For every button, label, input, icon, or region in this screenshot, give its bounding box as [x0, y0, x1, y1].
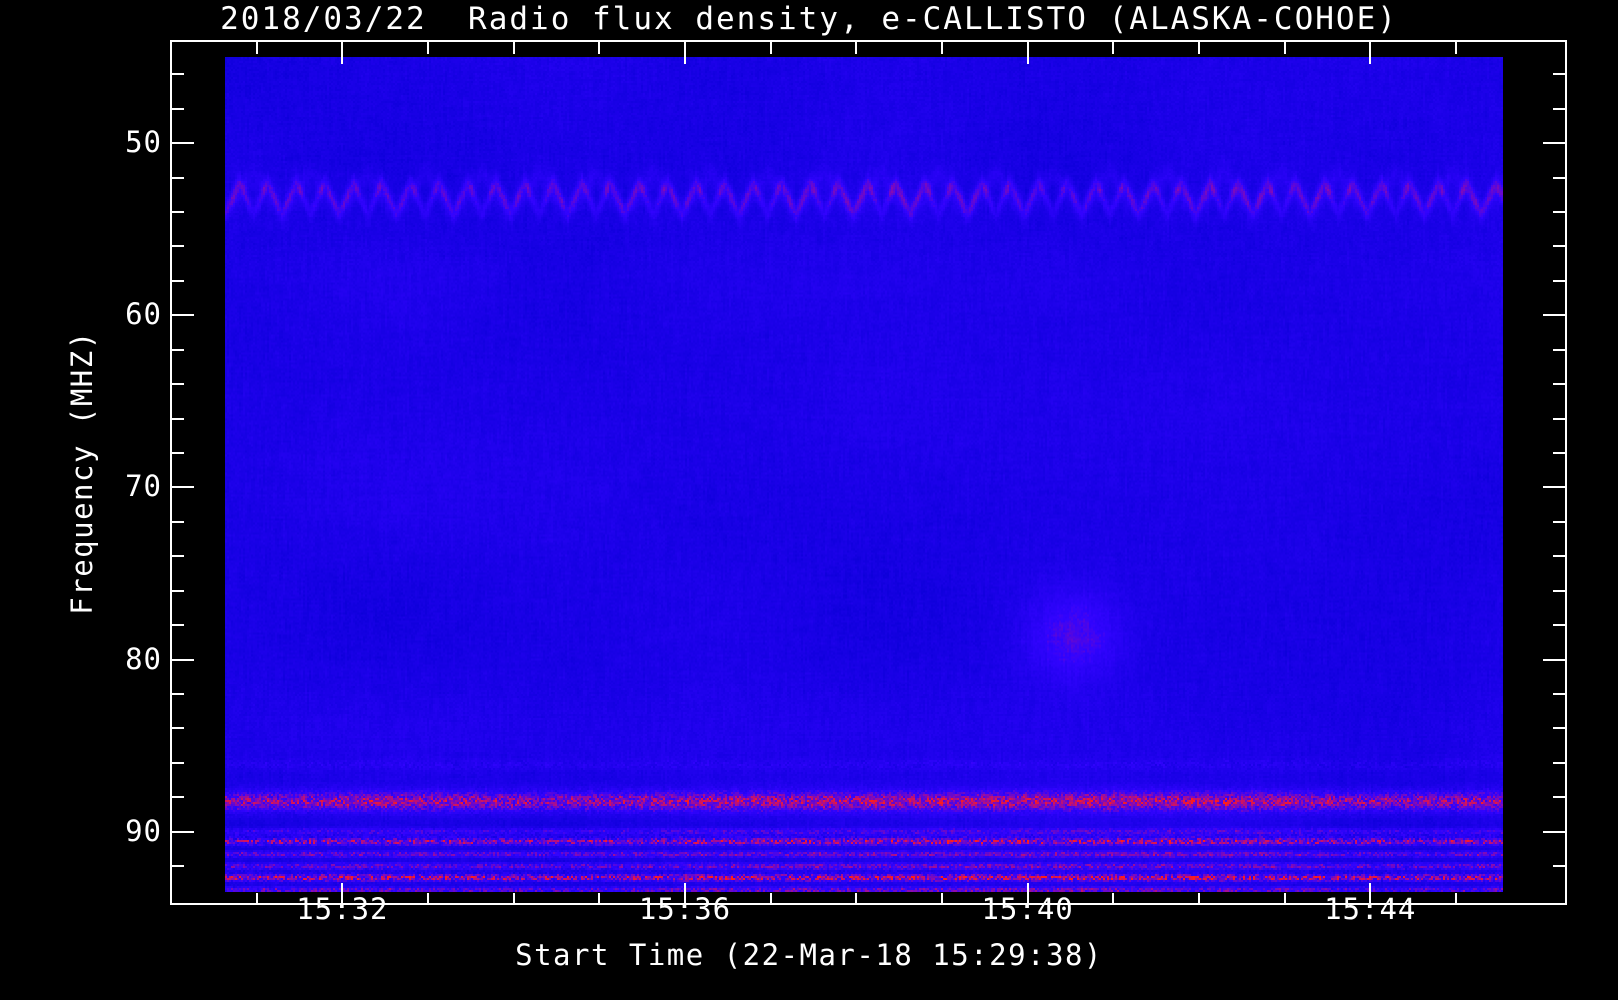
y-tick-left-74	[172, 555, 184, 558]
x-tick-bottom-152	[341, 883, 344, 905]
x-tick-bottom-163	[1283, 893, 1286, 905]
x-tick-bottom-164	[1369, 883, 1372, 905]
x-tick-bottom-155	[598, 893, 601, 905]
y-tick-left-68	[172, 451, 184, 454]
y-tick-right-78	[1553, 624, 1565, 627]
y-axis-title: Frequency (MHZ)	[65, 330, 99, 615]
y-tick-label-50: 50	[125, 125, 162, 160]
y-tick-right-82	[1553, 693, 1565, 695]
spectrogram-image[interactable]	[225, 57, 1503, 892]
x-tick-bottom-161	[1112, 893, 1115, 905]
y-tick-left-52	[172, 176, 184, 179]
x-tick-bottom-156	[683, 883, 686, 905]
y-tick-right-54	[1553, 210, 1565, 213]
x-tick-bottom-154	[512, 893, 515, 905]
x-tick-bottom-162	[1197, 893, 1200, 905]
y-tick-label-90: 90	[125, 813, 162, 848]
y-tick-left-72	[172, 520, 184, 523]
x-tick-top-163	[1283, 42, 1286, 54]
page-title: 2018/03/22 Radio flux density, e-CALLIST…	[220, 1, 1398, 37]
y-tick-left-48	[172, 107, 184, 110]
y-tick-label-60: 60	[125, 297, 162, 332]
x-tick-top-151	[255, 42, 258, 54]
y-tick-left-82	[172, 693, 184, 695]
x-tick-label-15-44: 15:44	[1324, 892, 1417, 926]
x-tick-top-153	[427, 42, 429, 54]
x-tick-top-162	[1197, 42, 1200, 54]
y-tick-left-78	[172, 624, 184, 627]
y-tick-right-58	[1553, 279, 1565, 282]
x-tick-top-161	[1112, 42, 1115, 54]
y-tick-left-84	[172, 727, 184, 730]
y-tick-left-86	[172, 761, 184, 764]
y-tick-right-48	[1553, 107, 1565, 110]
y-tick-label-80: 80	[125, 641, 162, 676]
x-tick-top-159	[940, 42, 943, 54]
x-axis-title: Start Time (22-Mar-18 15:29:38)	[515, 938, 1103, 972]
x-tick-top-160	[1026, 42, 1029, 64]
x-tick-bottom-157	[769, 893, 772, 905]
y-tick-left-70	[172, 486, 194, 489]
x-tick-bottom-160	[1026, 883, 1029, 905]
y-tick-label-70: 70	[125, 469, 162, 504]
y-tick-left-92	[172, 865, 184, 868]
y-tick-right-76	[1553, 589, 1565, 592]
x-tick-bottom-165	[1454, 893, 1457, 905]
y-tick-right-88	[1553, 796, 1565, 799]
y-tick-left-60	[172, 314, 194, 317]
y-tick-right-70	[1543, 486, 1565, 489]
y-tick-right-56	[1553, 245, 1565, 248]
y-tick-right-80	[1543, 658, 1565, 661]
y-tick-left-64	[172, 383, 184, 386]
x-tick-bottom-159	[940, 893, 943, 905]
y-tick-left-62	[172, 348, 184, 351]
y-tick-left-56	[172, 245, 184, 248]
x-tick-top-165	[1454, 42, 1457, 54]
y-tick-left-88	[172, 796, 184, 799]
x-tick-top-155	[598, 42, 601, 54]
y-tick-right-84	[1553, 727, 1565, 730]
x-tick-label-15-36: 15:36	[638, 892, 732, 926]
y-tick-right-64	[1553, 383, 1565, 386]
y-tick-right-90	[1543, 830, 1565, 833]
y-tick-left-46	[172, 73, 184, 76]
y-tick-right-62	[1553, 348, 1565, 351]
y-tick-right-86	[1553, 761, 1565, 764]
x-tick-top-164	[1369, 42, 1372, 64]
y-tick-right-52	[1553, 176, 1565, 179]
x-tick-top-152	[341, 42, 344, 64]
y-tick-left-76	[172, 589, 184, 592]
y-tick-right-68	[1553, 451, 1565, 454]
y-tick-right-66	[1553, 417, 1565, 420]
y-tick-right-74	[1553, 555, 1565, 558]
y-tick-right-60	[1543, 314, 1565, 317]
y-tick-right-72	[1553, 520, 1565, 523]
y-tick-left-58	[172, 279, 184, 282]
y-tick-left-54	[172, 210, 184, 213]
x-tick-top-157	[769, 42, 772, 54]
y-tick-left-66	[172, 417, 184, 420]
y-tick-right-50	[1543, 142, 1565, 145]
x-tick-bottom-151	[255, 893, 258, 905]
y-tick-left-50	[172, 142, 194, 145]
y-tick-left-80	[172, 658, 194, 661]
x-tick-top-158	[855, 42, 858, 54]
y-tick-right-92	[1553, 865, 1565, 868]
y-tick-left-90	[172, 830, 194, 833]
x-tick-label-15-40: 15:40	[981, 892, 1074, 926]
spectrogram-plot-area[interactable]	[225, 57, 1503, 892]
x-tick-bottom-153	[427, 893, 429, 905]
x-tick-top-156	[683, 42, 686, 64]
x-tick-top-154	[512, 42, 515, 54]
y-tick-right-46	[1553, 73, 1565, 76]
x-tick-bottom-158	[855, 893, 858, 905]
x-tick-label-15-32: 15:32	[296, 892, 389, 926]
